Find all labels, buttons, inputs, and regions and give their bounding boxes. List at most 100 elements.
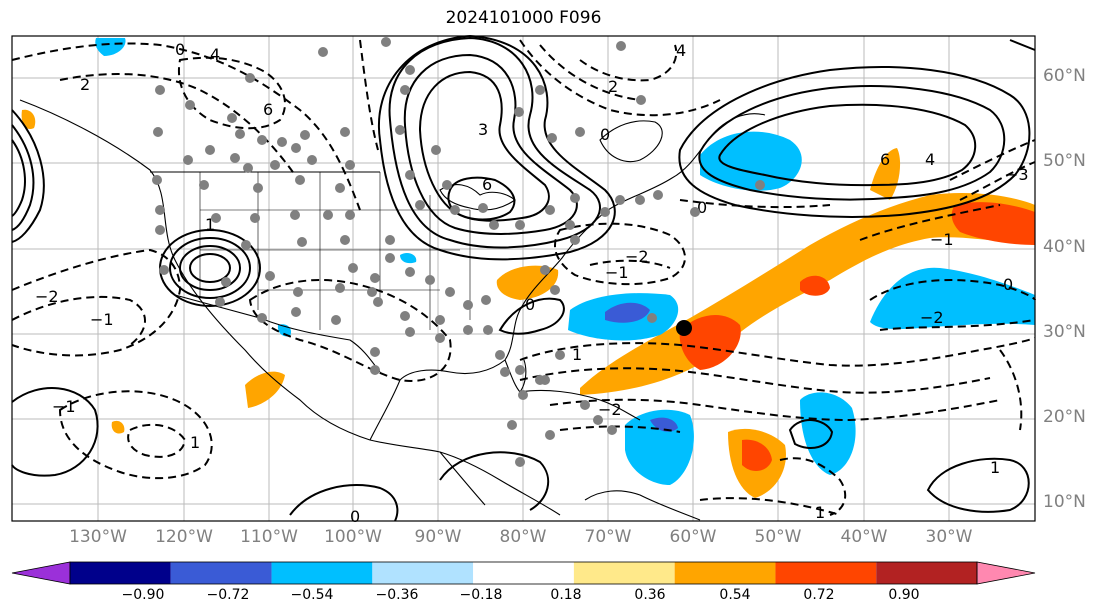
lon-label-60w: 60°W xyxy=(669,527,717,547)
atlantic-core xyxy=(679,314,741,370)
map-border xyxy=(11,35,1036,522)
contour-label: −1 xyxy=(930,230,954,249)
tropical-core xyxy=(742,439,772,472)
contour-label: 6 xyxy=(263,100,273,119)
colorbar-extend-low xyxy=(11,561,71,585)
lat-label-20n: 20°N xyxy=(1043,407,1086,427)
negative-anomaly-shading xyxy=(95,38,1035,485)
contour-labels: 0 2 4 6 −1 −2 1 3 6 4 2 0 −1 −2 1 0 −2 0… xyxy=(35,40,1029,526)
contour-label: 2 xyxy=(608,77,618,96)
atlantic-coast xyxy=(369,113,766,441)
lon-label-90w: 90°W xyxy=(414,527,462,547)
graticule xyxy=(12,36,1035,521)
contour-label: 3 xyxy=(478,120,488,139)
colorbar-tick-label: −0.18 xyxy=(459,587,503,603)
colorbar-segment xyxy=(170,562,272,584)
south-america-coast xyxy=(584,490,701,521)
colorbar-extend-high xyxy=(976,561,1036,585)
colorbar xyxy=(11,561,1036,585)
sargasso-core xyxy=(605,302,650,323)
colorbar-segment xyxy=(372,562,474,584)
colorbar-tick-label: 0.90 xyxy=(888,587,920,603)
north-plume xyxy=(870,148,901,200)
contour-label: 6 xyxy=(880,150,890,169)
baja-patch xyxy=(245,371,285,408)
lat-label-40n: 40°N xyxy=(1043,237,1086,257)
plains-dot xyxy=(400,252,417,264)
colorbar-tick-label: −0.36 xyxy=(375,587,419,603)
labrador xyxy=(599,120,663,163)
contour-label: −2 xyxy=(598,400,622,419)
lon-label-130w: 130°W xyxy=(69,527,127,547)
contour-label: −2 xyxy=(35,287,59,306)
colorbar-tick-label: −0.90 xyxy=(121,587,165,603)
colorbar-tick-label: 0.36 xyxy=(634,587,666,603)
alaska-patch xyxy=(21,109,36,130)
gulf-alaska-patch xyxy=(95,38,126,56)
colorbar-outline xyxy=(69,561,978,585)
colorbar-segment xyxy=(473,562,574,584)
contour-label: 1 xyxy=(205,215,215,234)
pacific-dot xyxy=(111,420,125,434)
contour-label: −1 xyxy=(52,397,76,416)
caribbean-islands xyxy=(519,389,641,421)
colorbar-segment xyxy=(573,562,675,584)
lon-label-70w: 70°W xyxy=(584,527,632,547)
contour-label: 0 xyxy=(525,295,535,314)
lon-label-30w: 30°W xyxy=(925,527,973,547)
colorbar-segment xyxy=(674,562,776,584)
colorbar-tick-label: 0.72 xyxy=(803,587,835,603)
pacific-coast xyxy=(19,99,561,516)
contour-label: 1 xyxy=(815,503,825,522)
highlight-point-marker xyxy=(676,320,692,336)
contour-label: 0 xyxy=(600,125,610,144)
colorbar-segment xyxy=(775,562,877,584)
lon-label-80w: 80°W xyxy=(499,527,547,547)
colorbar-tick-label: −0.54 xyxy=(290,587,334,603)
contour-label: 1 xyxy=(190,433,200,452)
contour-label: 4 xyxy=(210,45,220,64)
contour-label: 4 xyxy=(925,150,935,169)
contour-label: 0 xyxy=(175,40,185,59)
state-borders xyxy=(199,172,471,330)
colorbar-tick-label: 0.18 xyxy=(550,587,582,603)
contour-label: −1 xyxy=(605,263,629,282)
contour-label: 0 xyxy=(697,198,707,217)
contour-label: 0 xyxy=(350,507,360,526)
map-title: 2024101000 F096 xyxy=(445,8,602,28)
contour-label: 1 xyxy=(990,458,1000,477)
lon-label-110w: 110°W xyxy=(240,527,298,547)
lat-label-60n: 60°N xyxy=(1043,66,1086,86)
lat-label-30n: 30°N xyxy=(1043,322,1086,342)
lat-label-10n: 10°N xyxy=(1043,492,1086,512)
colorbar-tick-label: 0.54 xyxy=(719,587,751,603)
contour-label: 6 xyxy=(482,175,492,194)
dashed-contours xyxy=(11,39,1036,516)
positive-anomaly-shading xyxy=(21,109,1035,498)
atlantic-core-2 xyxy=(800,275,830,296)
contour-label: −2 xyxy=(625,247,649,266)
colorbar-segment xyxy=(876,562,977,584)
lat-label-50n: 50°N xyxy=(1043,151,1086,171)
contour-label: 1 xyxy=(572,345,582,364)
central-america xyxy=(439,451,486,506)
contour-label: −3 xyxy=(1005,165,1029,184)
lon-label-50w: 50°W xyxy=(754,527,802,547)
colorbar-tick-label: −0.72 xyxy=(206,587,250,603)
east-core xyxy=(951,202,1035,245)
solid-contours xyxy=(11,34,1036,522)
lon-label-120w: 120°W xyxy=(155,527,213,547)
observation-stations xyxy=(152,37,765,467)
contour-label: −1 xyxy=(90,310,114,329)
contour-label: 2 xyxy=(80,75,90,94)
contour-label: 0 xyxy=(1003,275,1013,294)
contour-label: −2 xyxy=(920,308,944,327)
contour-label: 4 xyxy=(676,41,686,60)
colorbar-segment xyxy=(271,562,373,584)
tropical-neg-patch xyxy=(800,392,856,475)
lon-label-100w: 100°W xyxy=(324,527,382,547)
colorbar-segment xyxy=(70,562,171,584)
us-mexico-border xyxy=(174,294,381,373)
lon-label-40w: 40°W xyxy=(840,527,888,547)
